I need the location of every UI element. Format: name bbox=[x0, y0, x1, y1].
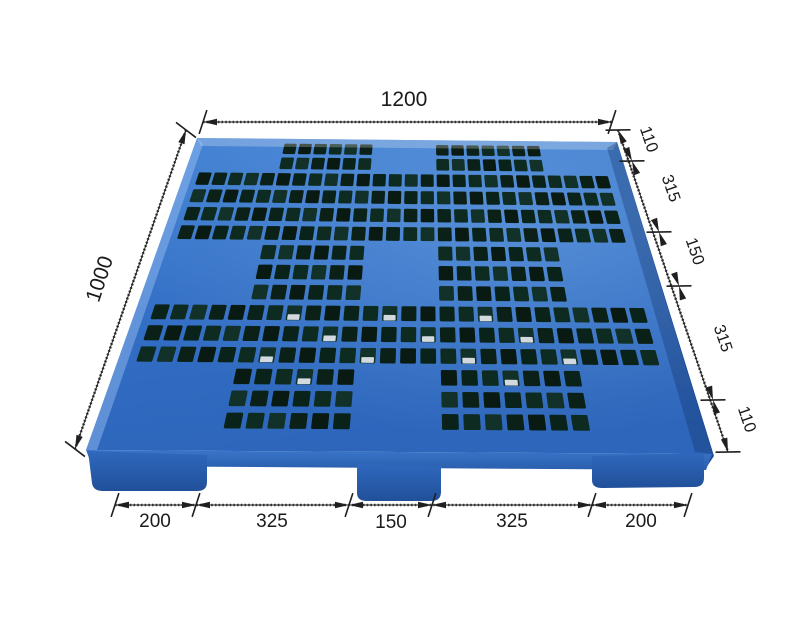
dimension-label-bottom-2: 150 bbox=[375, 512, 407, 533]
pallet-right-rim-shade bbox=[607, 142, 712, 454]
dimension-label-bottom-1: 325 bbox=[256, 511, 288, 532]
dimension-chain-bottom bbox=[110, 492, 693, 518]
dimension-label-right-0: 110 bbox=[636, 124, 662, 155]
pallet-foot-left bbox=[88, 451, 207, 491]
pallet-left-rim-highlight bbox=[86, 138, 203, 450]
pallet-foot-right bbox=[592, 453, 704, 488]
dimension-line-left-depth bbox=[64, 121, 197, 458]
dimension-annotations bbox=[64, 109, 741, 518]
pallet-foot-center bbox=[357, 464, 441, 501]
pallet-illustration bbox=[86, 138, 714, 501]
dimension-label-right-3: 315 bbox=[710, 322, 736, 354]
dimension-label-bottom-4: 200 bbox=[625, 511, 657, 532]
dimension-label-bottom-3: 325 bbox=[496, 511, 528, 532]
pallet-perforations bbox=[136, 143, 660, 431]
dimension-label-top-width: 1200 bbox=[381, 88, 428, 111]
dimension-label-right-1: 315 bbox=[658, 172, 684, 204]
pallet-front-face bbox=[86, 450, 712, 470]
dimension-label-right-2: 150 bbox=[682, 235, 708, 267]
dimension-chain-right bbox=[605, 129, 741, 453]
dimension-label-right-4: 110 bbox=[734, 404, 760, 435]
pallet-top-rim-highlight bbox=[197, 138, 617, 150]
dimension-line-top-width bbox=[198, 109, 617, 135]
dimension-label-left-depth: 1000 bbox=[82, 253, 118, 305]
dimension-label-bottom-0: 200 bbox=[139, 511, 171, 532]
